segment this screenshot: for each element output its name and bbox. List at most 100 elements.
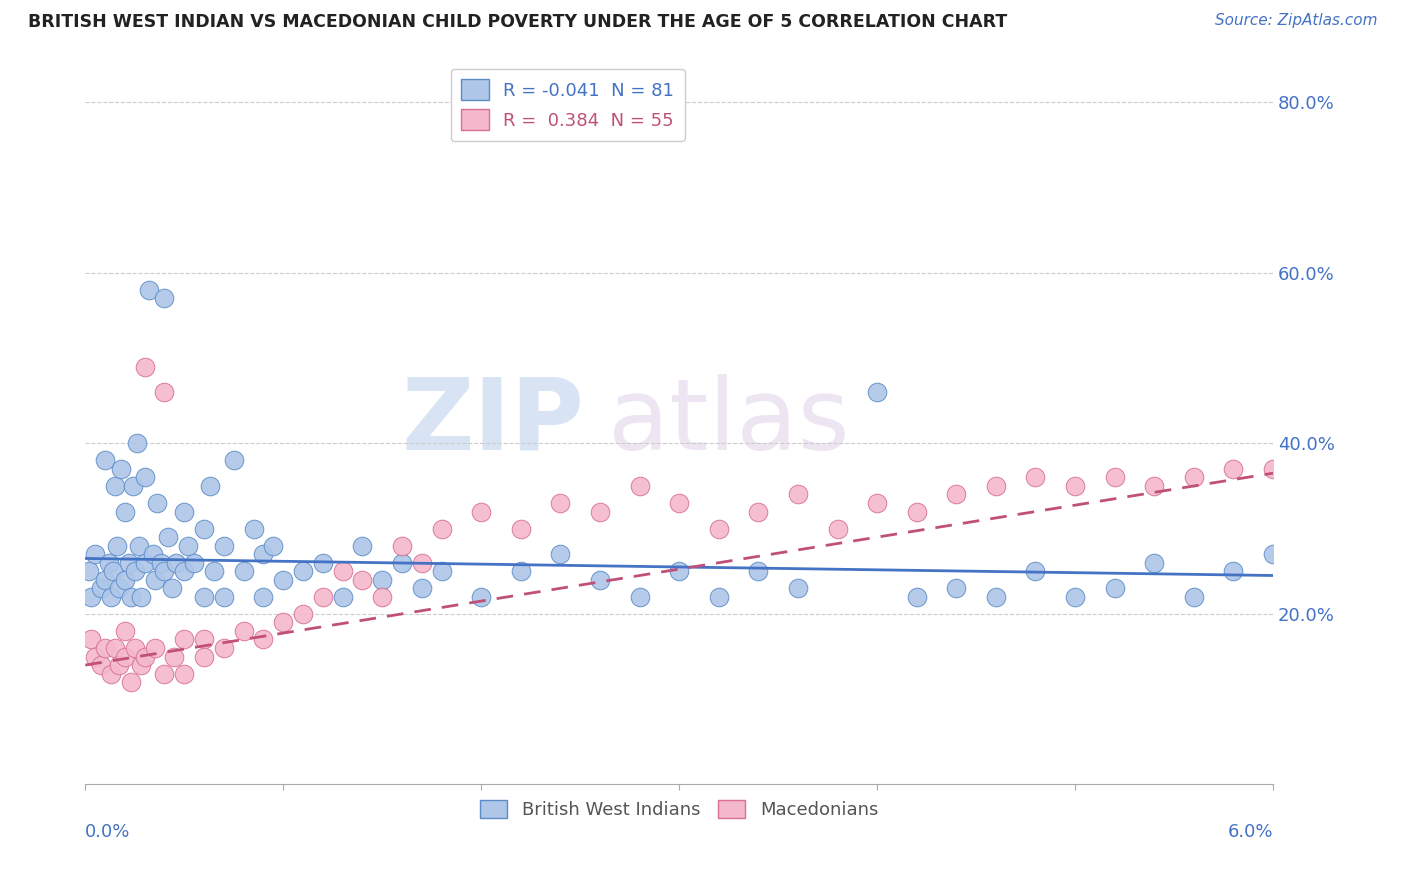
Point — [252, 632, 274, 647]
Point — [193, 649, 215, 664]
Point — [173, 564, 195, 578]
Point — [124, 564, 146, 578]
Point — [430, 522, 453, 536]
Point — [98, 556, 121, 570]
Point — [134, 556, 156, 570]
Point — [866, 496, 889, 510]
Point — [110, 462, 132, 476]
Point — [80, 632, 103, 647]
Point — [121, 479, 143, 493]
Point — [470, 590, 492, 604]
Point — [232, 564, 254, 578]
Text: 0.0%: 0.0% — [86, 823, 131, 841]
Point — [905, 590, 928, 604]
Point — [222, 453, 245, 467]
Text: Source: ZipAtlas.com: Source: ZipAtlas.com — [1215, 13, 1378, 29]
Point — [118, 556, 141, 570]
Point — [153, 385, 176, 400]
Point — [153, 666, 176, 681]
Point — [143, 573, 166, 587]
Point — [94, 453, 117, 467]
Point — [332, 590, 354, 604]
Point — [100, 666, 122, 681]
Point — [668, 564, 690, 578]
Point — [212, 539, 235, 553]
Point — [193, 522, 215, 536]
Point — [747, 504, 769, 518]
Point — [707, 522, 730, 536]
Point — [149, 556, 172, 570]
Point — [589, 504, 612, 518]
Point — [134, 649, 156, 664]
Point — [352, 539, 374, 553]
Point — [787, 487, 810, 501]
Point — [134, 470, 156, 484]
Point — [212, 590, 235, 604]
Point — [747, 564, 769, 578]
Point — [153, 291, 176, 305]
Point — [114, 624, 136, 638]
Point — [866, 385, 889, 400]
Point — [162, 582, 184, 596]
Point — [1143, 479, 1166, 493]
Point — [1143, 556, 1166, 570]
Point — [509, 522, 531, 536]
Point — [470, 504, 492, 518]
Point — [173, 504, 195, 518]
Point — [129, 590, 152, 604]
Point — [984, 479, 1007, 493]
Text: 6.0%: 6.0% — [1227, 823, 1272, 841]
Point — [90, 658, 112, 673]
Point — [128, 539, 150, 553]
Point — [125, 436, 148, 450]
Point — [90, 582, 112, 596]
Point — [242, 522, 264, 536]
Point — [371, 573, 394, 587]
Point — [1104, 470, 1126, 484]
Point — [173, 666, 195, 681]
Point — [371, 590, 394, 604]
Point — [114, 573, 136, 587]
Point — [108, 658, 131, 673]
Point — [138, 283, 160, 297]
Point — [1064, 479, 1087, 493]
Point — [411, 582, 433, 596]
Point — [252, 590, 274, 604]
Point — [84, 547, 107, 561]
Point — [509, 564, 531, 578]
Point — [114, 504, 136, 518]
Point — [104, 640, 127, 655]
Point — [312, 556, 335, 570]
Point — [104, 479, 127, 493]
Point — [352, 573, 374, 587]
Point — [142, 547, 165, 561]
Point — [105, 539, 128, 553]
Point — [252, 547, 274, 561]
Point — [292, 607, 315, 621]
Point — [202, 564, 225, 578]
Point — [312, 590, 335, 604]
Point — [120, 590, 142, 604]
Point — [108, 582, 131, 596]
Point — [80, 590, 103, 604]
Point — [84, 649, 107, 664]
Point — [1064, 590, 1087, 604]
Point — [984, 590, 1007, 604]
Text: atlas: atlas — [607, 374, 849, 470]
Point — [292, 564, 315, 578]
Point — [134, 359, 156, 374]
Point — [271, 573, 294, 587]
Point — [157, 530, 180, 544]
Point — [1222, 564, 1244, 578]
Point — [628, 590, 651, 604]
Point — [120, 675, 142, 690]
Text: BRITISH WEST INDIAN VS MACEDONIAN CHILD POVERTY UNDER THE AGE OF 5 CORRELATION C: BRITISH WEST INDIAN VS MACEDONIAN CHILD … — [28, 13, 1007, 31]
Point — [114, 649, 136, 664]
Point — [262, 539, 284, 553]
Text: ZIP: ZIP — [401, 374, 583, 470]
Point — [1024, 470, 1046, 484]
Point — [430, 564, 453, 578]
Point — [945, 487, 967, 501]
Point — [143, 640, 166, 655]
Point — [193, 590, 215, 604]
